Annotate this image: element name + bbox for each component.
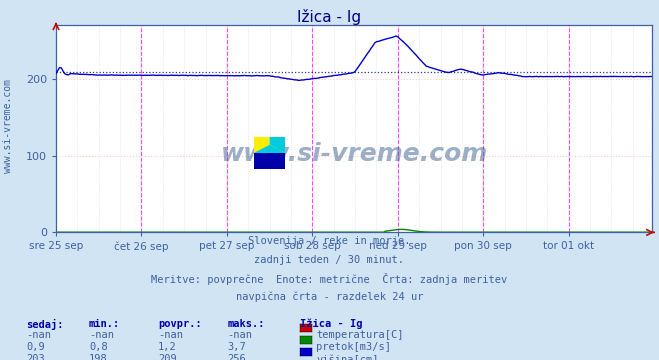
Text: 1,2: 1,2 xyxy=(158,342,177,352)
Text: 256: 256 xyxy=(227,354,246,360)
Text: 209: 209 xyxy=(158,354,177,360)
Text: -nan: -nan xyxy=(26,330,51,341)
Text: min.:: min.: xyxy=(89,319,120,329)
Text: Ižica - Ig: Ižica - Ig xyxy=(300,319,362,329)
Text: www.si-vreme.com: www.si-vreme.com xyxy=(3,79,13,173)
Text: 3,7: 3,7 xyxy=(227,342,246,352)
Text: sedaj:: sedaj: xyxy=(26,319,64,330)
Text: navpična črta - razdelek 24 ur: navpična črta - razdelek 24 ur xyxy=(236,292,423,302)
Text: temperatura[C]: temperatura[C] xyxy=(316,330,404,341)
Text: višina[cm]: višina[cm] xyxy=(316,354,379,360)
Text: Meritve: povprečne  Enote: metrične  Črta: zadnja meritev: Meritve: povprečne Enote: metrične Črta:… xyxy=(152,273,507,285)
Text: pretok[m3/s]: pretok[m3/s] xyxy=(316,342,391,352)
Text: zadnji teden / 30 minut.: zadnji teden / 30 minut. xyxy=(254,255,405,265)
Text: povpr.:: povpr.: xyxy=(158,319,202,329)
Text: -nan: -nan xyxy=(158,330,183,341)
Text: -nan: -nan xyxy=(89,330,114,341)
Text: 203: 203 xyxy=(26,354,45,360)
Text: www.si-vreme.com: www.si-vreme.com xyxy=(221,141,488,166)
Text: 0,9: 0,9 xyxy=(26,342,45,352)
Text: Ižica - Ig: Ižica - Ig xyxy=(297,9,362,25)
Polygon shape xyxy=(254,145,285,153)
Polygon shape xyxy=(254,153,285,169)
Polygon shape xyxy=(254,137,285,153)
Text: -nan: -nan xyxy=(227,330,252,341)
Text: 0,8: 0,8 xyxy=(89,342,107,352)
Text: Slovenija / reke in morje.: Slovenija / reke in morje. xyxy=(248,236,411,246)
Polygon shape xyxy=(254,137,285,153)
Text: maks.:: maks.: xyxy=(227,319,265,329)
Text: 198: 198 xyxy=(89,354,107,360)
